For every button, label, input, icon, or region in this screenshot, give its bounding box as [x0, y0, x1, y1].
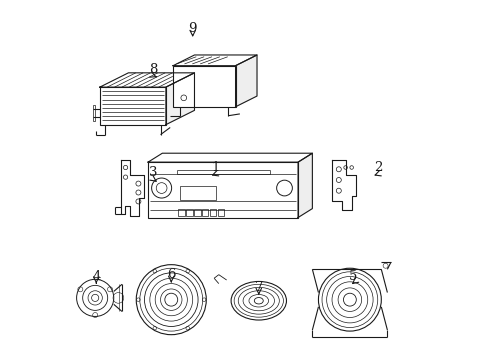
Text: 9: 9: [188, 22, 197, 35]
Bar: [148, 162, 298, 217]
Bar: [186, 209, 192, 216]
Polygon shape: [331, 160, 356, 210]
Text: 1: 1: [211, 161, 220, 174]
Text: 6: 6: [167, 268, 175, 281]
Polygon shape: [121, 160, 144, 216]
Bar: [202, 209, 208, 216]
Polygon shape: [173, 55, 257, 66]
Text: 8: 8: [149, 63, 157, 76]
Polygon shape: [298, 153, 312, 217]
Bar: [93, 105, 95, 121]
Text: 3: 3: [149, 166, 157, 179]
Text: 4: 4: [92, 270, 100, 283]
Bar: [178, 209, 184, 216]
Polygon shape: [235, 55, 257, 107]
Polygon shape: [148, 162, 298, 217]
Bar: [217, 209, 224, 216]
Bar: [173, 66, 235, 107]
Bar: [194, 209, 200, 216]
Polygon shape: [173, 66, 235, 107]
Bar: [180, 186, 216, 200]
Text: 5: 5: [348, 270, 357, 283]
Text: 2: 2: [373, 161, 382, 174]
Bar: [100, 87, 165, 125]
Polygon shape: [100, 73, 194, 87]
Bar: [209, 209, 216, 216]
Polygon shape: [148, 153, 312, 162]
Polygon shape: [165, 73, 194, 125]
Text: 7: 7: [254, 281, 263, 294]
